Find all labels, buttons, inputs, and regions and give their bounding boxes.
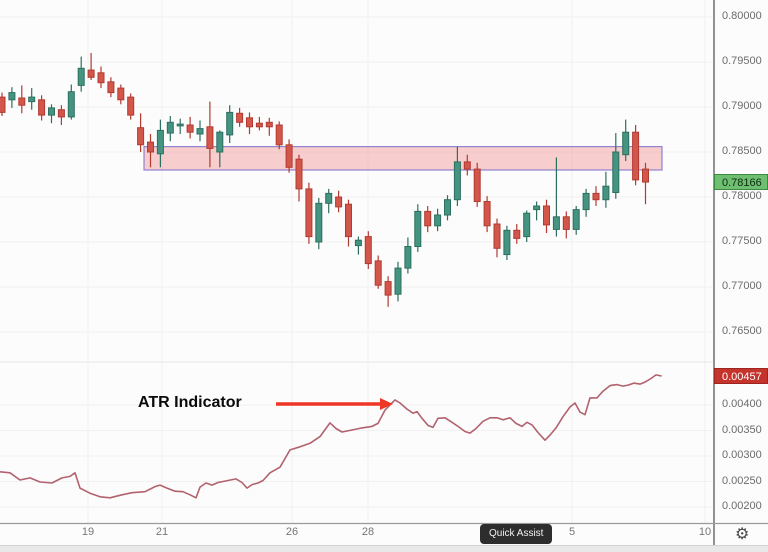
candle-body bbox=[453, 161, 461, 201]
atr-indicator-annotation: ATR Indicator bbox=[138, 394, 242, 411]
candle-body bbox=[473, 168, 481, 203]
time-tick-label: 10 bbox=[698, 526, 712, 538]
candle-body bbox=[592, 192, 600, 201]
candle-body bbox=[602, 185, 610, 201]
atr-value-badge: 0.00457 bbox=[714, 367, 768, 384]
candle-body bbox=[552, 216, 560, 230]
candle-body bbox=[186, 124, 194, 133]
candle-body bbox=[87, 69, 95, 78]
atr-line bbox=[0, 374, 662, 499]
supply-zone bbox=[143, 146, 663, 171]
candle-body bbox=[325, 192, 333, 204]
time-tick-label: 28 bbox=[361, 526, 375, 538]
candle-body bbox=[127, 96, 135, 116]
candle-body bbox=[493, 223, 501, 249]
candle-body bbox=[543, 205, 550, 226]
candle-body bbox=[137, 127, 145, 146]
candle-body bbox=[503, 229, 511, 256]
candle-body bbox=[206, 126, 214, 149]
candle-body bbox=[354, 239, 362, 247]
candle-body bbox=[216, 131, 224, 153]
candle-body bbox=[345, 203, 352, 238]
candle-body bbox=[404, 246, 412, 269]
bottom-border-strip bbox=[0, 545, 768, 552]
candle-body bbox=[562, 216, 570, 230]
candle-body bbox=[295, 158, 303, 190]
candle-body bbox=[642, 168, 649, 183]
candle-body bbox=[117, 87, 125, 101]
time-tick-label: 19 bbox=[81, 526, 95, 538]
candle-body bbox=[97, 72, 105, 84]
candle-body bbox=[48, 107, 55, 116]
candle-body bbox=[444, 199, 451, 216]
candle-body bbox=[463, 161, 471, 170]
candle-body bbox=[67, 91, 75, 118]
candle-body bbox=[275, 124, 283, 146]
candle-body bbox=[394, 267, 402, 295]
time-tick-label: 5 bbox=[568, 526, 576, 538]
candle-body bbox=[285, 144, 293, 168]
candle-body bbox=[533, 205, 541, 211]
candle-body bbox=[513, 229, 521, 239]
candle-body bbox=[77, 67, 85, 86]
last-price-badge: 0.78166 bbox=[714, 174, 768, 191]
candle-body bbox=[147, 141, 154, 153]
time-tick-label: 26 bbox=[285, 526, 299, 538]
candle-body bbox=[18, 97, 26, 106]
candle-body bbox=[414, 210, 422, 247]
candle-body bbox=[176, 123, 184, 127]
candle-body bbox=[315, 202, 323, 243]
candle-body bbox=[226, 111, 234, 136]
candle-body bbox=[255, 122, 263, 128]
candle-body bbox=[572, 209, 580, 230]
candle-body bbox=[57, 109, 65, 118]
candle-body bbox=[236, 112, 244, 123]
candle-body bbox=[434, 214, 442, 227]
candle-body bbox=[196, 128, 204, 135]
candle-body bbox=[265, 121, 273, 128]
candle-body bbox=[622, 131, 630, 156]
candle-body bbox=[612, 151, 620, 193]
candle-body bbox=[38, 99, 46, 116]
candle-body bbox=[107, 81, 115, 94]
candle-body bbox=[305, 188, 313, 238]
candle-body bbox=[483, 201, 491, 227]
candle-body bbox=[246, 117, 253, 128]
candle-body bbox=[156, 129, 164, 155]
candle-body bbox=[335, 196, 343, 208]
candle-body bbox=[364, 236, 372, 265]
candle-body bbox=[424, 210, 432, 227]
candle-body bbox=[384, 281, 392, 296]
candle-body bbox=[632, 131, 640, 181]
candle-body bbox=[28, 96, 36, 103]
candle-body bbox=[0, 96, 6, 113]
arrow-head-icon bbox=[380, 398, 393, 410]
candle-body bbox=[523, 212, 531, 238]
candle-body bbox=[374, 260, 382, 286]
quick-assist-tooltip[interactable]: Quick Assist bbox=[480, 524, 553, 544]
settings-gear-icon[interactable]: ⚙ bbox=[735, 526, 750, 543]
time-tick-label: 21 bbox=[155, 526, 169, 538]
candle-body bbox=[582, 192, 590, 211]
candle-body bbox=[166, 121, 174, 134]
candle-body bbox=[8, 92, 16, 101]
